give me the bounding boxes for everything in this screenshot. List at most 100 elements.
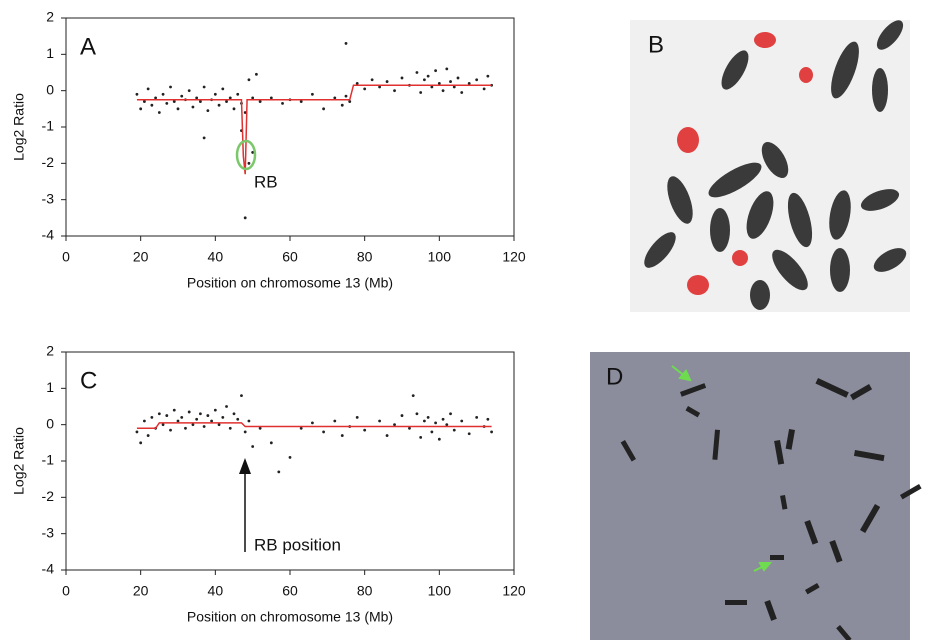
data-point [322,107,325,111]
data-point [415,71,419,74]
data-point [333,419,337,423]
data-point [281,101,284,105]
data-point [243,111,247,114]
y-tick-label: -1 [42,452,55,468]
data-point [195,417,199,421]
data-point [210,419,214,423]
y-tick-label: 0 [46,81,54,97]
y-tick-label: 0 [46,415,54,431]
data-point [228,96,232,100]
data-point [363,428,367,432]
data-point [225,405,228,408]
data-point [269,96,273,100]
data-point [311,92,314,96]
data-point [348,100,352,103]
data-point [486,74,490,78]
data-point [467,82,471,85]
data-point [322,430,325,434]
image-label: B [648,31,664,58]
data-point [247,161,251,165]
y-axis-title: Log2 Ratio [11,93,27,161]
data-point [191,423,195,427]
data-point [423,419,426,423]
data-point [251,445,255,448]
data-point [333,96,337,100]
annotation: RB [254,172,278,191]
data-point [445,423,449,427]
data-point [221,87,225,91]
data-point [150,103,154,107]
data-point [449,412,452,416]
data-point [225,100,228,103]
data-point [490,430,493,434]
data-point [385,434,389,437]
data-point [243,430,247,434]
data-point [475,78,479,82]
data-point [247,78,251,82]
y-tick-label: -4 [42,227,55,243]
karyotype-image-d: D [590,352,922,640]
data-point [277,470,281,474]
data-point [247,419,251,423]
data-point [184,426,187,430]
data-point [355,416,359,419]
data-point [299,426,303,430]
data-point [202,136,206,140]
data-point [426,74,430,78]
data-point [187,89,191,93]
data-point [430,85,434,89]
data-point [202,85,206,89]
data-point [437,437,441,441]
data-point [217,103,221,107]
data-point [146,87,150,91]
data-point [258,426,262,430]
x-tick-label: 40 [208,249,224,265]
x-tick-label: 80 [357,249,373,265]
data-point [251,151,255,154]
data-point [135,92,139,96]
data-point [139,441,143,445]
data-point [195,96,199,100]
data-point [255,72,258,76]
data-point [419,435,423,439]
x-tick-label: 60 [282,249,298,265]
data-point [157,412,161,416]
data-point [165,414,169,417]
data-point [288,455,292,459]
data-point [240,394,243,397]
data-point [154,96,158,100]
data-point [217,423,221,427]
data-point [344,94,348,98]
data-point [251,96,255,100]
data-point [236,417,240,421]
data-point [169,85,172,89]
data-point [423,78,426,82]
x-tick-label: 20 [133,583,149,599]
data-point [434,421,437,425]
data-point [430,430,434,434]
data-point [415,412,419,416]
data-point [475,416,479,419]
data-point [378,85,381,89]
data-point [378,419,381,423]
data-point [146,434,150,437]
data-point [228,426,232,430]
data-point [202,425,206,428]
data-point [340,434,344,437]
chromosomes [620,378,922,640]
panel-label: A [80,33,96,60]
data-point [460,419,464,423]
data-point [452,85,456,89]
data-point [437,82,441,85]
x-axis-title: Position on chromosome 13 (Mb) [187,609,393,625]
data-point [161,92,165,96]
data-point [441,89,445,93]
data-point [161,423,165,427]
data-point [269,441,273,445]
image-background [590,352,910,640]
chromosomes [644,20,907,310]
data-point [441,417,445,421]
y-tick-label: -3 [42,190,55,206]
x-tick-label: 120 [502,583,526,599]
data-point [232,412,236,416]
